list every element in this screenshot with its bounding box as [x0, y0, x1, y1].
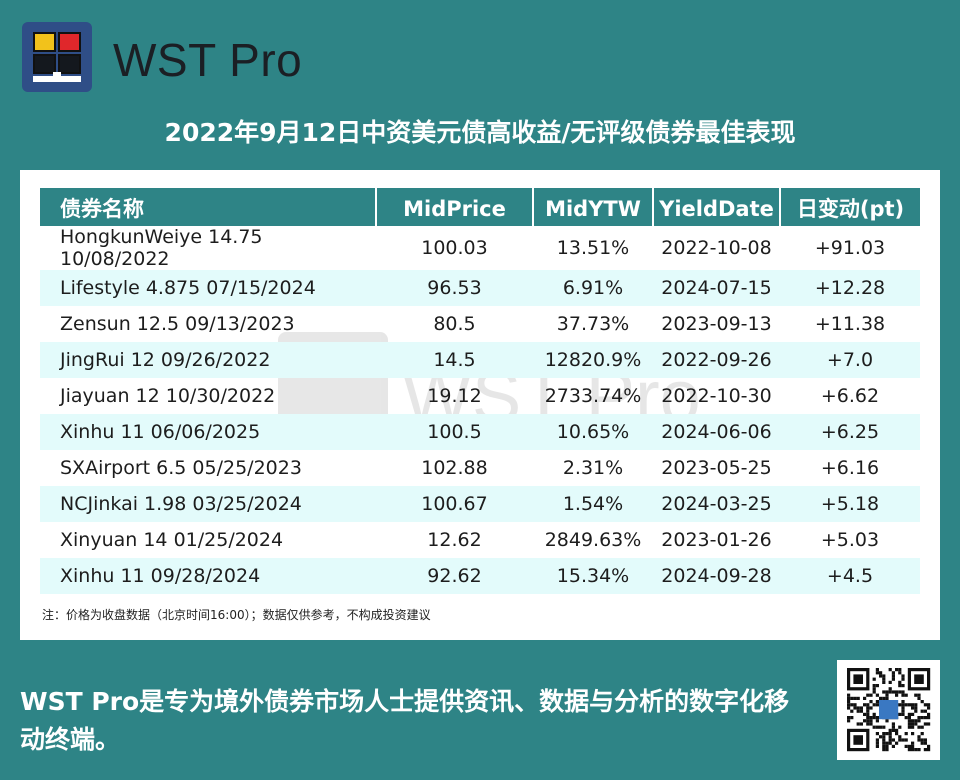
cell-yield-date: 2024-06-06 [653, 414, 780, 450]
cell-mid-price: 92.62 [376, 558, 533, 594]
cell-mid-ytw: 6.91% [533, 270, 653, 306]
table-header-row: 债券名称 MidPrice MidYTW YieldDate 日变动(pt) [40, 188, 920, 226]
cell-bond-name: Xinyuan 14 01/25/2024 [60, 529, 284, 551]
cell-mid-ytw: 37.73% [556, 313, 630, 335]
cell-yield-date: 2023-09-13 [661, 313, 772, 335]
cell-mid-ytw: 2.31% [562, 457, 624, 479]
cell-mid-ytw: 10.65% [533, 414, 653, 450]
qr-code [837, 660, 940, 760]
cell-daily-change: +4.5 [780, 558, 920, 594]
cell-daily-change: +5.18 [780, 486, 920, 522]
cell-daily-change: +5.03 [820, 529, 880, 551]
cell-daily-change: +11.38 [814, 313, 886, 335]
cell-mid-ytw: 1.54% [533, 486, 653, 522]
cell-daily-change: +91.03 [814, 237, 886, 259]
cell-bond-name: NCJinkai 1.98 03/25/2024 [40, 486, 376, 522]
cell-yield-date: 2022-10-30 [661, 385, 772, 407]
cell-daily-change: +12.28 [780, 270, 920, 306]
cell-mid-price: 80.5 [433, 313, 476, 335]
cell-yield-date: 2023-01-26 [661, 529, 772, 551]
bond-table: 债券名称 MidPrice MidYTW YieldDate 日变动(pt) H… [40, 188, 920, 594]
cell-mid-price: 19.12 [427, 385, 482, 407]
table-row: Xinyuan 14 01/25/2024 12.62 2849.63% 2023-0… [40, 522, 920, 558]
cell-bond-name: Xinhu 11 09/28/2024 [40, 558, 376, 594]
cell-yield-date: 2022-09-26 [653, 342, 780, 378]
cell-mid-price: 102.88 [421, 457, 488, 479]
cell-mid-price: 12.62 [427, 529, 482, 551]
cell-daily-change: +6.62 [820, 385, 880, 407]
table-card: WST Pro 债券名称 MidPrice MidYTW YieldDate 日… [20, 170, 940, 640]
cell-mid-price: 14.5 [376, 342, 533, 378]
cell-mid-ytw: 13.51% [556, 237, 630, 259]
cell-mid-ytw: 12820.9% [533, 342, 653, 378]
cell-yield-date: 2024-07-15 [653, 270, 780, 306]
table-row: SXAirport 6.5 05/25/2023 102.88 2.31% 2023-… [40, 450, 920, 486]
cell-daily-change: +7.0 [780, 342, 920, 378]
cell-bond-name: Jiayuan 12 10/30/2022 [60, 385, 276, 407]
table-row: NCJinkai 1.98 03/25/2024 100.67 1.54% 2024-… [40, 486, 920, 522]
table-row: Zensun 12.5 09/13/2023 80.5 37.73% 2023-09-… [40, 306, 920, 342]
table-row: Jiayuan 12 10/30/2022 19.12 2733.74% 2022-1… [40, 378, 920, 414]
wst-pro-logo-icon [22, 22, 92, 92]
cell-mid-price: 96.53 [376, 270, 533, 306]
header-bond-name: 债券名称 [40, 188, 376, 226]
page-title: 2022年9月12日中资美元债高收益/无评级债券最佳表现 [164, 118, 796, 147]
cell-bond-name: SXAirport 6.5 05/25/2023 [60, 457, 302, 479]
header-yield-date: YieldDate [652, 188, 780, 226]
table-row: Xinhu 11 09/28/2024 92.62 15.34% 2024-09-28… [40, 558, 920, 594]
table-row: HongkunWeiye 14.75 10/08/2022 100.03 13.51… [40, 226, 920, 270]
cell-bond-name: HongkunWeiye 14.75 10/08/2022 [60, 226, 263, 270]
cell-mid-price: 100.03 [421, 237, 488, 259]
cell-daily-change: +6.16 [820, 457, 880, 479]
cell-mid-price: 100.67 [376, 486, 533, 522]
header-mid-ytw: MidYTW [532, 188, 653, 226]
header-mid-price: MidPrice [375, 188, 533, 226]
table-row: Lifestyle 4.875 07/15/2024 96.53 6.91% 2024… [40, 270, 920, 306]
cell-bond-name: Zensun 12.5 09/13/2023 [60, 313, 295, 335]
footer-tagline: WST Pro是专为境外债券市场人士提供资讯、数据与分析的数字化移动终端。 [20, 687, 790, 754]
cell-mid-price: 100.5 [376, 414, 533, 450]
brand-name: WST Pro [113, 34, 303, 86]
cell-bond-name: Lifestyle 4.875 07/15/2024 [40, 270, 376, 306]
cell-yield-date: 2022-10-08 [661, 237, 772, 259]
cell-mid-ytw: 15.34% [533, 558, 653, 594]
cell-mid-ytw: 2733.74% [544, 385, 642, 407]
cell-daily-change: +6.25 [780, 414, 920, 450]
table-row: Xinhu 11 06/06/2025 100.5 10.65% 2024-06-06… [40, 414, 920, 450]
cell-mid-ytw: 2849.63% [544, 529, 642, 551]
header-daily-change: 日变动(pt) [779, 188, 920, 226]
cell-bond-name: JingRui 12 09/26/2022 [40, 342, 376, 378]
footnote: 注：价格为收盘数据（北京时间16:00）；数据仅供参考，不构成投资建议 [42, 608, 431, 622]
cell-yield-date: 2024-03-25 [653, 486, 780, 522]
cell-bond-name: Xinhu 11 06/06/2025 [40, 414, 376, 450]
cell-yield-date: 2023-05-25 [661, 457, 772, 479]
table-row: JingRui 12 09/26/2022 14.5 12820.9% 2022-09… [40, 342, 920, 378]
cell-yield-date: 2024-09-28 [653, 558, 780, 594]
